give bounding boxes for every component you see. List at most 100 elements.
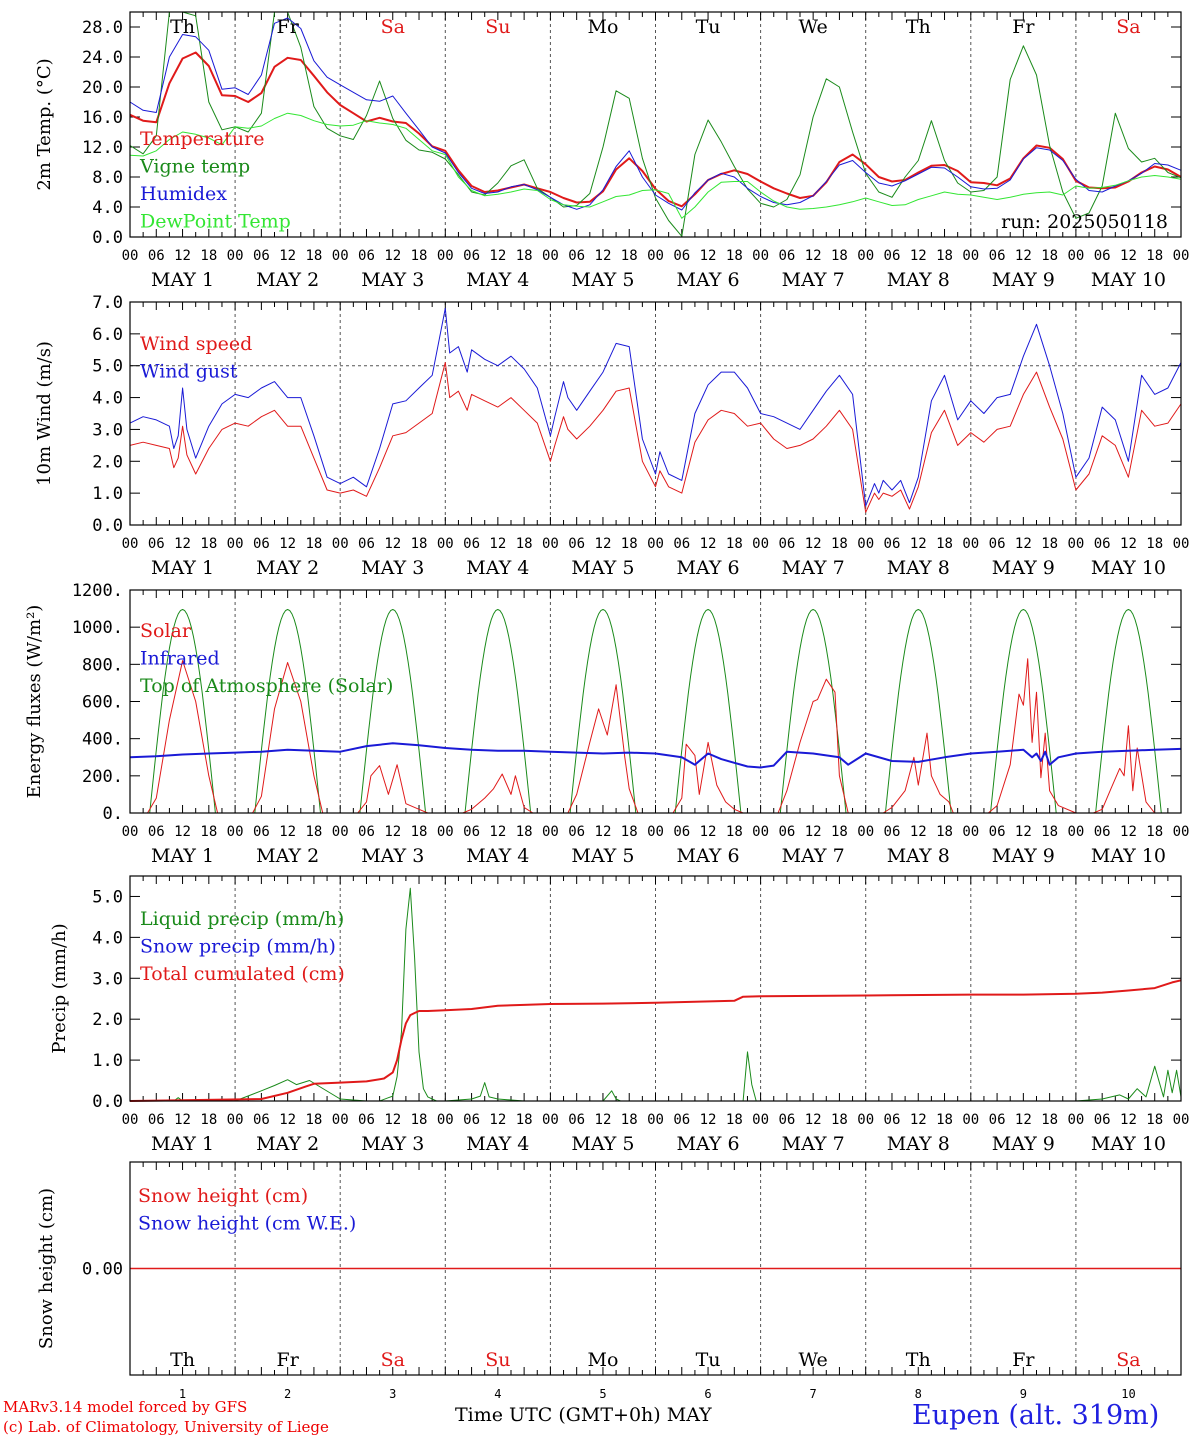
hour-tick-label: 00 (1173, 536, 1190, 552)
hour-tick-label: 18 (621, 1112, 638, 1128)
day-name: Sa (1116, 1349, 1140, 1371)
hour-tick-label: 06 (463, 248, 480, 264)
hour-tick-label: 12 (489, 536, 506, 552)
hour-tick-label: 12 (489, 248, 506, 264)
legend-entry: Snow height (cm) (138, 1185, 308, 1207)
hour-tick-label: 18 (411, 824, 428, 840)
hour-tick-label: 18 (1041, 248, 1058, 264)
hour-tick-label: 06 (1094, 824, 1111, 840)
hour-tick-label: 06 (989, 248, 1006, 264)
hour-tick-label: 06 (463, 536, 480, 552)
hour-tick-label: 06 (568, 1112, 585, 1128)
hour-tick-label: 18 (831, 248, 848, 264)
day-name: Fr (1012, 1349, 1035, 1371)
hour-tick-label: 06 (989, 824, 1006, 840)
hour-tick-label: 12 (595, 1112, 612, 1128)
hour-tick-label: 18 (726, 536, 743, 552)
hour-tick-label: 12 (174, 248, 191, 264)
hour-tick-label: 06 (673, 824, 690, 840)
day-name: Th (170, 1349, 195, 1371)
hour-tick-label: 12 (174, 824, 191, 840)
date-label: MAY 2 (256, 269, 319, 291)
series-line-wind-gust (129, 307, 1182, 507)
hour-tick-label: 06 (884, 248, 901, 264)
hour-tick-label: 18 (831, 536, 848, 552)
hour-tick-label: 06 (884, 1112, 901, 1128)
x-axis-caption-month: MAY (666, 1404, 712, 1426)
date-label: MAY 5 (571, 269, 634, 291)
date-label: MAY 2 (256, 1133, 319, 1155)
y-tick-label: 24.0 (82, 48, 123, 68)
lab-credit: (c) Lab. of Climatology, University of L… (3, 1418, 329, 1436)
hour-tick-label: 00 (857, 536, 874, 552)
hour-tick-label: 06 (358, 248, 375, 264)
hour-tick-label: 06 (673, 248, 690, 264)
day-name: Fr (277, 16, 300, 38)
date-label: MAY 9 (992, 1133, 1055, 1155)
hour-tick-label: 18 (1146, 824, 1163, 840)
hour-tick-label: 00 (437, 824, 454, 840)
hour-tick-label: 00 (962, 536, 979, 552)
date-label: MAY 1 (151, 1133, 214, 1155)
date-label: MAY 3 (361, 269, 424, 291)
day-name: Sa (381, 1349, 405, 1371)
hour-tick-label: 06 (884, 824, 901, 840)
model-credit: MARv3.14 model forced by GFS (3, 1398, 248, 1416)
day-name: Fr (277, 1349, 300, 1371)
day-name: Mo (587, 1349, 618, 1371)
hour-tick-label: 06 (253, 536, 270, 552)
hour-tick-label: 06 (148, 536, 165, 552)
y-tick-label: 800. (82, 655, 123, 675)
series-line-temperature (129, 51, 1182, 208)
date-label: MAY 3 (361, 845, 424, 867)
y-tick-label: 8.0 (92, 168, 123, 188)
day-number: 10 (1121, 1387, 1135, 1401)
day-name: We (799, 1349, 828, 1371)
hour-tick-label: 06 (989, 1112, 1006, 1128)
hour-tick-label: 12 (489, 1112, 506, 1128)
hour-tick-label: 18 (200, 248, 217, 264)
legend-entry: Wind speed (140, 333, 252, 355)
hour-tick-label: 12 (1015, 248, 1032, 264)
hour-tick-label: 06 (148, 824, 165, 840)
series-line-infrared (129, 742, 1182, 769)
hour-tick-label: 00 (227, 824, 244, 840)
hour-tick-label: 00 (647, 1112, 664, 1128)
hour-tick-label: 00 (647, 536, 664, 552)
hour-tick-label: 00 (437, 248, 454, 264)
day-name: Th (906, 16, 931, 38)
hour-tick-label: 12 (595, 248, 612, 264)
date-label: MAY 4 (466, 1133, 529, 1155)
hour-tick-label: 06 (253, 248, 270, 264)
series-line-wind-speed (129, 362, 1182, 513)
hour-tick-label: 00 (227, 248, 244, 264)
y-tick-label: 600. (82, 693, 123, 713)
day-number: 3 (389, 1387, 396, 1401)
hour-tick-label: 12 (489, 824, 506, 840)
hour-tick-label: 06 (463, 1112, 480, 1128)
date-label: MAY 10 (1091, 845, 1166, 867)
hour-tick-label: 00 (542, 536, 559, 552)
y-tick-label: 0.00 (82, 1260, 123, 1280)
hour-tick-label: 12 (279, 1112, 296, 1128)
legend-entry: Liquid precip (mm/h) (140, 908, 344, 930)
hour-tick-label: 12 (700, 824, 717, 840)
hour-tick-label: 12 (1015, 536, 1032, 552)
hour-tick-label: 12 (279, 248, 296, 264)
y-tick-label: 1.0 (92, 1051, 123, 1071)
hour-tick-label: 12 (595, 536, 612, 552)
station-name: Eupen (alt. 319m) (912, 1400, 1160, 1431)
hour-tick-label: 00 (752, 536, 769, 552)
day-number: 6 (704, 1387, 711, 1401)
day-name: Sa (381, 16, 405, 38)
hour-tick-label: 12 (1015, 824, 1032, 840)
day-name: We (799, 16, 828, 38)
series-line-vigne-temp (129, 11, 1182, 237)
day-number: 2 (284, 1387, 291, 1401)
hour-tick-label: 00 (1067, 536, 1084, 552)
hour-tick-label: 18 (516, 1112, 533, 1128)
hour-tick-label: 12 (910, 248, 927, 264)
hour-tick-label: 06 (1094, 536, 1111, 552)
y-tick-label: 5.0 (92, 357, 123, 377)
y-tick-label: 400. (82, 730, 123, 750)
